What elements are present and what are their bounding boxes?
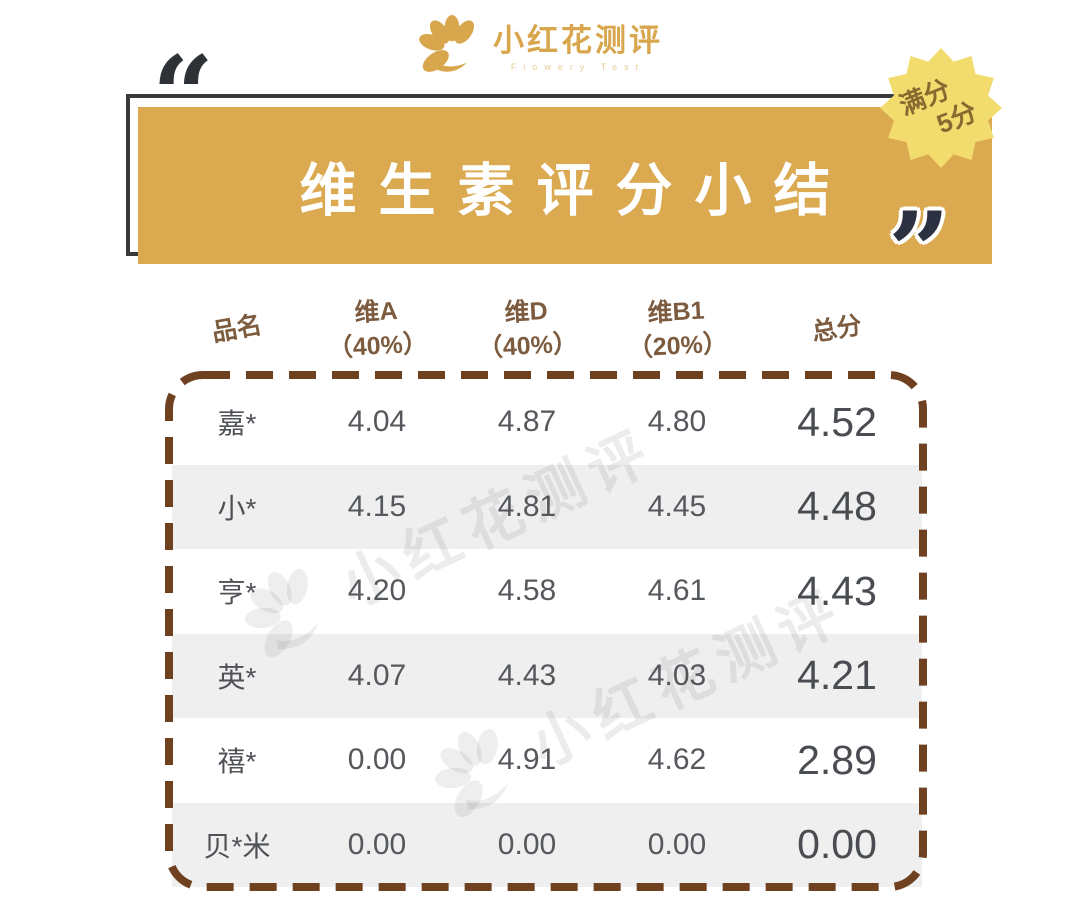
row-name: 英* <box>217 661 257 693</box>
total-score: 2.89 <box>797 736 877 783</box>
table-row: 禧* 0.00 4.91 4.62 2.89 <box>172 718 922 803</box>
table-row: 小* 4.15 4.81 4.45 4.48 <box>172 464 922 549</box>
header-vit-d: 维D （40%） <box>477 297 579 363</box>
header-vit-b1: 维B1 （20%） <box>627 296 729 363</box>
score-table: 嘉* 4.04 4.87 4.80 4.52 小* 4.15 4.81 4.45… <box>172 380 922 887</box>
banner: 维生素评分小结 <box>138 107 992 264</box>
total-score: 4.52 <box>797 398 877 445</box>
total-score: 4.43 <box>797 567 877 614</box>
vit-b1-score: 0.00 <box>647 827 707 861</box>
vit-a-score: 0.00 <box>347 827 407 861</box>
total-score: 4.21 <box>797 652 877 699</box>
vit-d-score: 4.91 <box>497 743 557 777</box>
vit-b1-score: 4.61 <box>647 574 707 608</box>
table-row: 英* 4.07 4.43 4.03 4.21 <box>172 633 922 718</box>
vit-a-score: 4.20 <box>347 574 407 608</box>
total-score: 0.00 <box>797 821 877 868</box>
vit-d-score: 4.43 <box>497 658 557 692</box>
brand-subtitle: Flowery Test <box>510 61 646 72</box>
vit-d-score: 4.58 <box>497 574 557 608</box>
vit-a-score: 4.07 <box>347 658 407 692</box>
row-name: 小* <box>217 492 257 524</box>
header-vit-a: 维A （40%） <box>327 297 429 363</box>
vit-a-score: 0.00 <box>347 743 407 777</box>
open-quote-icon: “ <box>152 33 215 159</box>
table-header: 品名 维A （40%） 维D （40%） 维B1 （20%） 总分 <box>172 288 922 372</box>
row-name: 禧* <box>217 746 257 778</box>
vit-b1-score: 4.03 <box>647 658 707 692</box>
vit-b1-score: 4.80 <box>647 405 707 439</box>
vit-a-score: 4.15 <box>347 489 407 523</box>
flower-icon <box>417 10 487 76</box>
page-title: 维生素评分小结 <box>299 158 853 223</box>
brand-name: 小红花测评 <box>493 22 663 58</box>
header-name: 品名 <box>209 311 264 348</box>
row-name: 亨* <box>217 577 257 609</box>
row-name: 贝*米 <box>203 830 271 862</box>
vit-b1-score: 4.45 <box>647 489 707 523</box>
header-total: 总分 <box>809 311 864 347</box>
total-score: 4.48 <box>797 483 877 530</box>
close-quote-icon: ” <box>888 189 951 315</box>
vit-b1-score: 4.62 <box>647 743 707 777</box>
vit-d-score: 4.81 <box>497 489 557 523</box>
row-name: 嘉* <box>217 408 257 440</box>
vit-d-score: 0.00 <box>497 827 557 861</box>
table-row: 贝*米 0.00 0.00 0.00 0.00 <box>172 802 922 887</box>
table-row: 嘉* 4.04 4.87 4.80 4.52 <box>172 380 922 465</box>
vit-d-score: 4.87 <box>497 405 557 439</box>
vit-a-score: 4.04 <box>347 405 407 439</box>
table-row: 亨* 4.20 4.58 4.61 4.43 <box>172 549 922 634</box>
brand-logo: 小红花测评 Flowery Test <box>417 10 663 76</box>
